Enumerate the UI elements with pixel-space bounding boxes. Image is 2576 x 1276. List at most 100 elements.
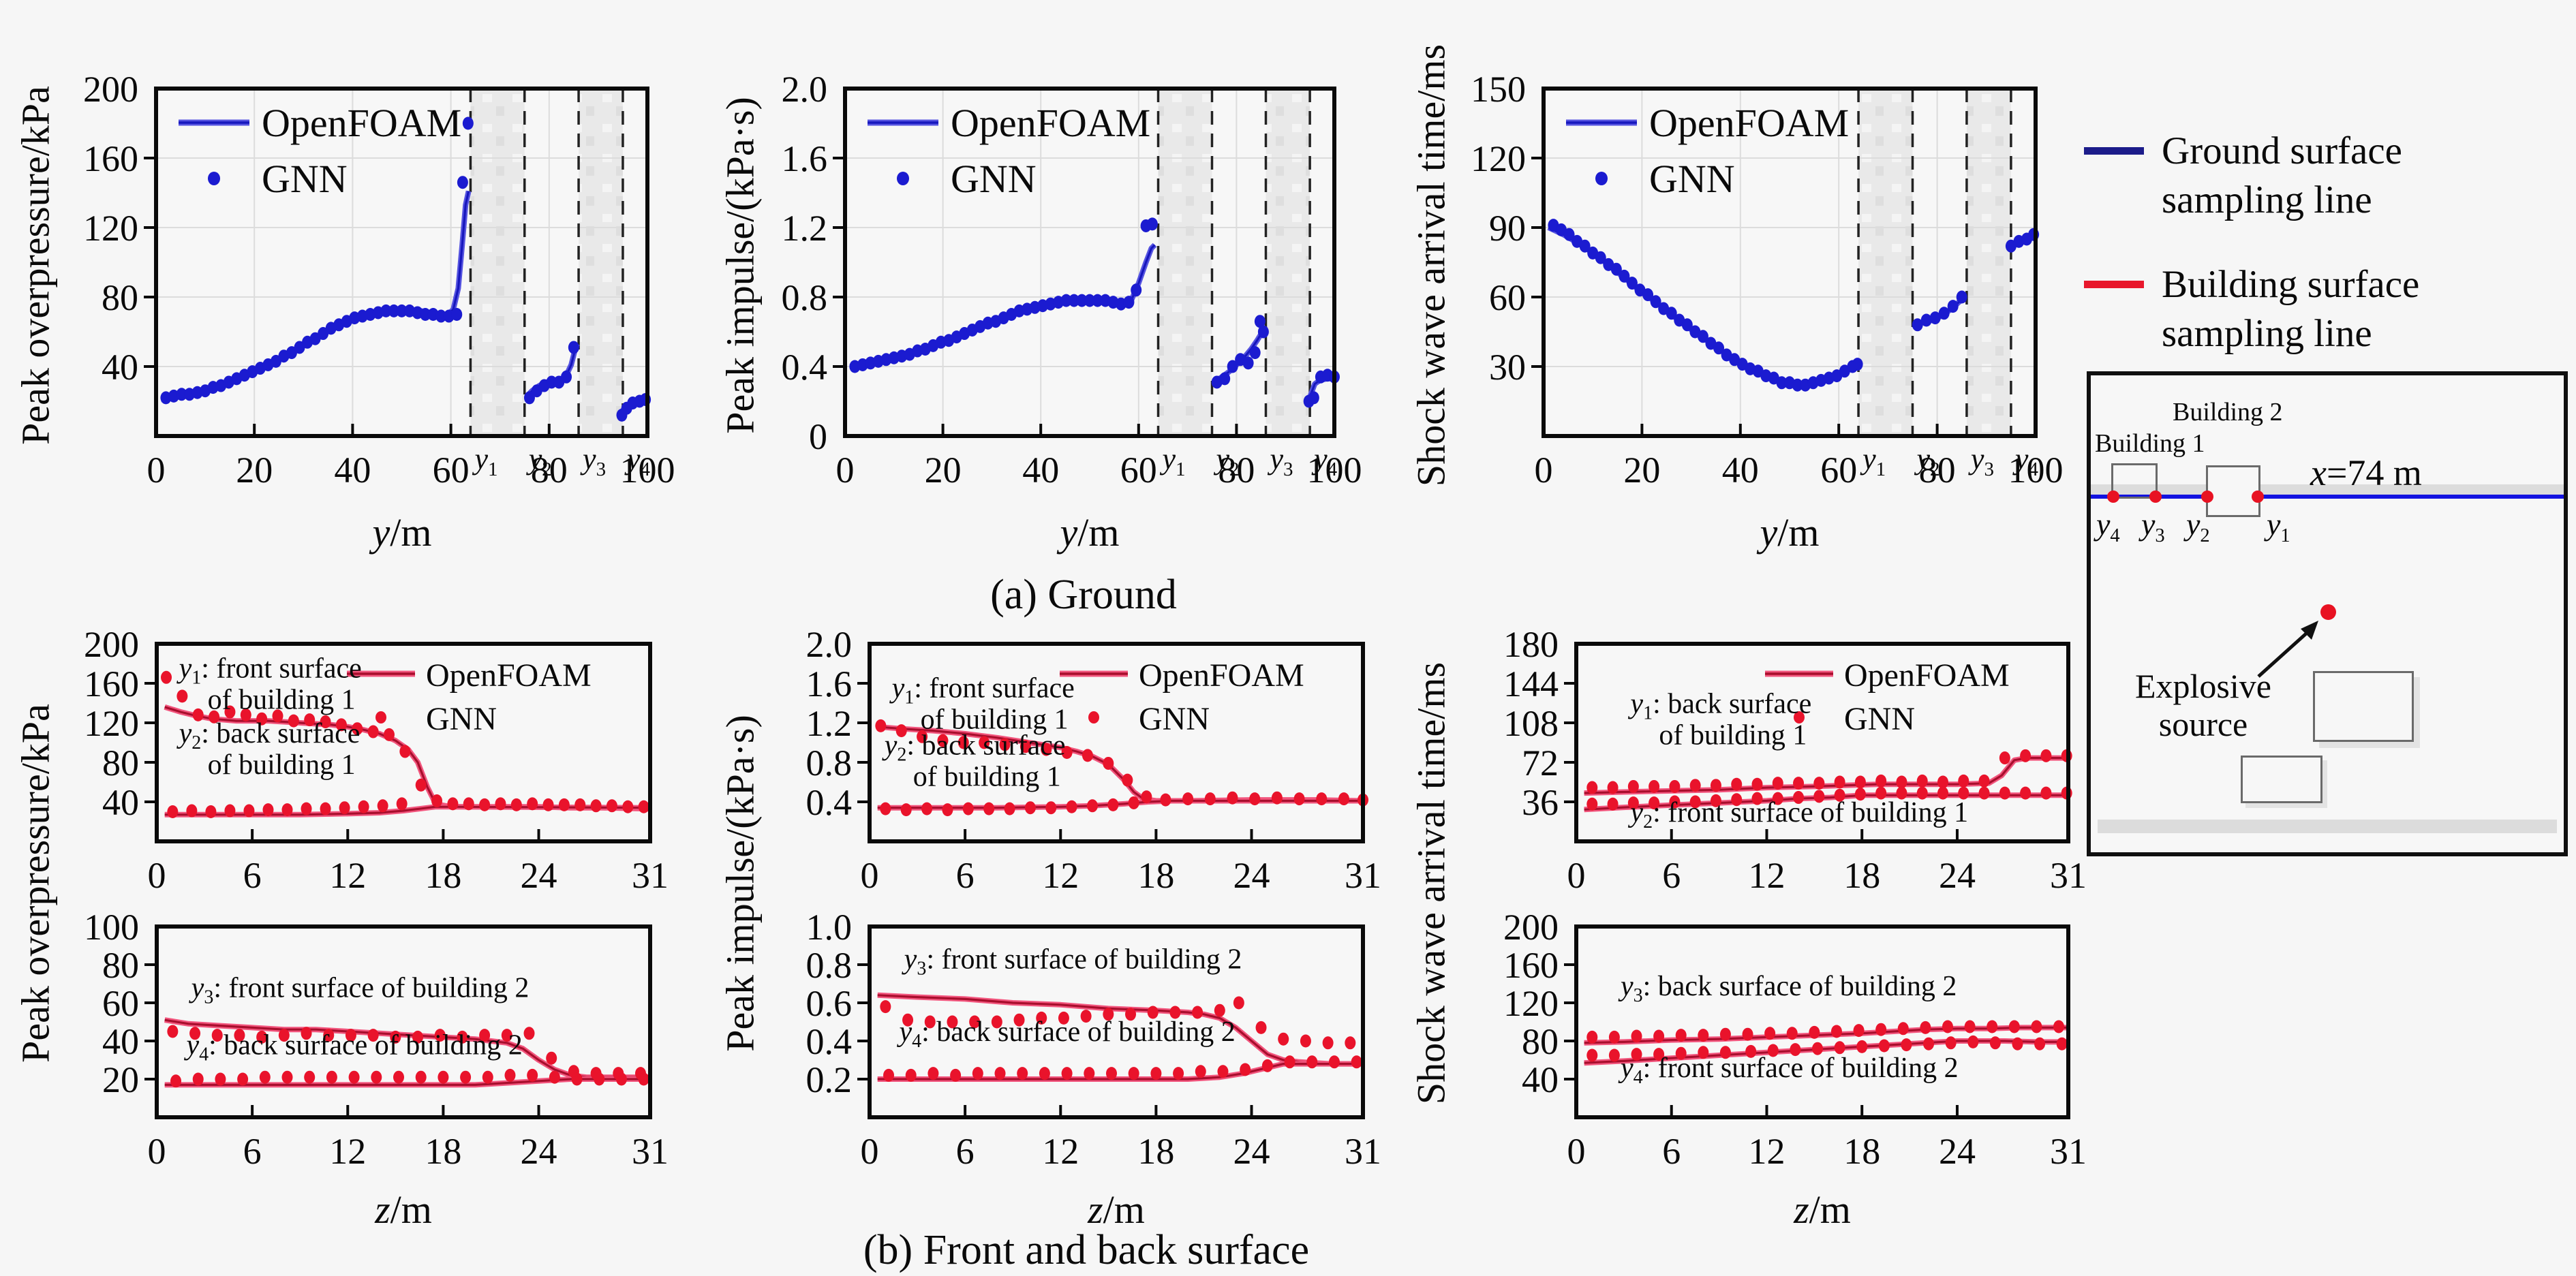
svg-text:100: 100 [84,907,139,948]
svg-text:100: 100 [2008,450,2064,491]
svg-text:OpenFOAM: OpenFOAM [951,101,1150,145]
svg-text:40: 40 [1722,450,1759,491]
svg-text:31: 31 [1345,1131,1381,1172]
svg-text:0: 0 [809,416,827,457]
svg-text:80: 80 [102,277,138,318]
caption-b: (b) Front and back surface [863,1227,1310,1273]
svg-text:y2: y2 [526,442,552,480]
svg-text:144: 144 [1503,664,1559,704]
svg-text:31: 31 [2050,855,2087,896]
svg-text:6: 6 [956,855,975,896]
svg-text:12: 12 [1042,855,1079,896]
svg-text:24: 24 [521,855,557,896]
svg-text:y4: y4 [1311,442,1338,480]
svg-text:y2: front surface of building: y2: front surface of building 1 [1627,797,1968,832]
svg-text:1.2: 1.2 [782,208,828,249]
legend-item-building: Building surface sampling line [2084,260,2568,358]
chart-a1: y1 y2 y3 y4 0 20 40 60 80 100 40 80 120 160 200 OpenFOA… [83,69,675,491]
svg-text:20: 20 [925,450,962,491]
ylabel-bottom-overpressure: Peak overpressure/kPa [13,704,58,1063]
svg-text:OpenFOAM: OpenFOAM [1139,657,1304,694]
svg-text:0: 0 [147,450,166,491]
svg-text:100: 100 [1307,450,1362,491]
building2-label: Building 2 [2173,398,2283,426]
svg-text:of building 1: of building 1 [208,684,356,715]
svg-text:18: 18 [425,1131,461,1172]
svg-text:1.6: 1.6 [782,138,828,179]
explosive-source-dot [2320,604,2336,620]
building1-label: Building 1 [2095,429,2205,458]
building-line-swatch [2084,281,2144,288]
xline-label: x=74 m [2310,452,2422,493]
ground-line-swatch [2084,147,2144,155]
chart-b22: 0 6 12 18 24 31 0.20.40.60.81.0 y3: front surfa… [806,907,1382,1172]
svg-text:0.6: 0.6 [806,983,853,1024]
svg-text:80: 80 [1919,450,1956,491]
svg-text:y4: back surface of building 2: y4: back surface of building 2 [896,1016,1235,1052]
svg-text:y3: back surface of building 2: y3: back surface of building 2 [1618,971,1957,1006]
svg-text:12: 12 [1748,855,1785,896]
svg-text:y2: y2 [1214,442,1240,480]
svg-text:y1: y1 [1860,442,1886,480]
svg-text:OpenFOAM: OpenFOAM [1844,657,2010,694]
svg-text:1.2: 1.2 [806,703,853,744]
svg-text:GNN: GNN [262,157,348,201]
svg-text:GNN: GNN [1649,157,1735,201]
svg-text:2.0: 2.0 [782,69,828,110]
svg-text:120: 120 [1471,138,1526,179]
svg-text:40: 40 [102,782,139,823]
svg-text:18: 18 [1137,855,1174,896]
svg-text:0: 0 [148,1131,166,1172]
svg-text:OpenFOAM: OpenFOAM [1649,101,1849,145]
building1-rect [2111,463,2158,499]
svg-text:0.4: 0.4 [782,347,828,388]
svg-text:24: 24 [1233,855,1270,896]
svg-text:20: 20 [102,1059,139,1100]
label-y4: y4 [2096,507,2120,547]
svg-text:80: 80 [1218,450,1255,491]
svg-text:40: 40 [102,1021,139,1062]
svg-text:24: 24 [1939,855,1976,896]
svg-text:36: 36 [1522,782,1559,823]
svg-text:y3: y3 [1968,442,1994,480]
xlabel-b23: z/m [1794,1187,1851,1232]
svg-text:160: 160 [84,664,139,704]
label-y3: y3 [2141,507,2165,547]
svg-text:18: 18 [1843,855,1880,896]
svg-text:12: 12 [1042,1131,1079,1172]
svg-text:of building 1: of building 1 [208,749,356,781]
svg-text:1.0: 1.0 [806,907,853,948]
svg-text:120: 120 [83,208,138,249]
caption-a: (a) Ground [990,572,1177,618]
svg-text:80: 80 [102,945,139,986]
svg-text:y3: front surface of building: y3: front surface of building 2 [189,973,530,1008]
sample-point-y1 [2252,491,2264,503]
svg-text:80: 80 [531,450,568,491]
svg-text:0.2: 0.2 [806,1059,853,1100]
svg-text:20: 20 [236,450,273,491]
svg-text:200: 200 [83,69,138,110]
svg-text:12: 12 [1748,1131,1785,1172]
svg-text:40: 40 [1022,450,1059,491]
svg-text:0: 0 [1567,855,1586,896]
svg-text:12: 12 [329,1131,366,1172]
svg-text:y3: y3 [1267,442,1293,480]
svg-text:of building 1: of building 1 [921,704,1069,735]
sample-point-y3 [2149,491,2162,503]
svg-text:60: 60 [1820,450,1857,491]
svg-text:31: 31 [2050,1131,2087,1172]
sampling-line-blue [2091,495,2564,499]
svg-text:20: 20 [1623,450,1660,491]
svg-text:GNN: GNN [426,701,497,737]
svg-text:0: 0 [836,450,855,491]
svg-text:1.6: 1.6 [806,664,853,704]
svg-text:0: 0 [148,855,166,896]
ylabel-bottom-impulse: Peak impulse/(kPa·s) [718,715,763,1052]
svg-text:OpenFOAM: OpenFOAM [426,657,592,694]
svg-text:24: 24 [1939,1131,1976,1172]
